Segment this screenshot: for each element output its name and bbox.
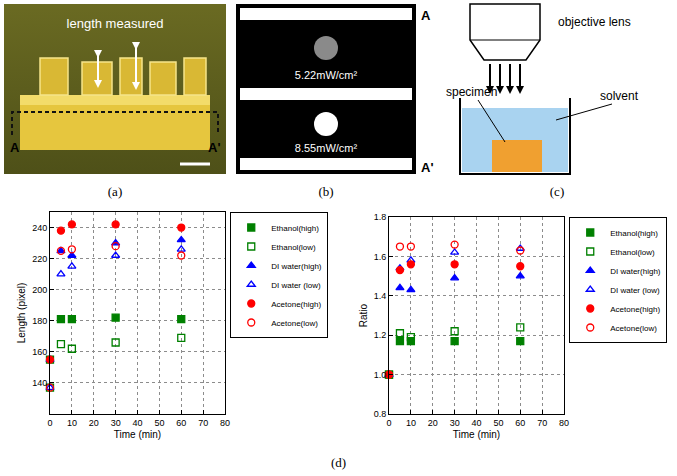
svg-text:1.0: 1.0: [374, 370, 387, 380]
svg-text:A': A': [421, 160, 433, 175]
svg-text:60: 60: [515, 418, 525, 428]
svg-text:A: A: [421, 8, 431, 23]
svg-text:40: 40: [132, 418, 142, 428]
html-text:(d): (d): [330, 455, 347, 470]
svg-text:0: 0: [47, 418, 52, 428]
svg-text:60: 60: [176, 418, 186, 428]
svg-text:1.4: 1.4: [374, 291, 387, 301]
svg-text:A': A': [208, 140, 220, 155]
svg-text:Time (min): Time (min): [453, 429, 500, 440]
svg-text:length measured: length measured: [67, 16, 164, 31]
svg-text:50: 50: [154, 418, 164, 428]
svg-text:Length (pixel): Length (pixel): [16, 283, 27, 344]
svg-text:objective lens: objective lens: [558, 15, 631, 29]
svg-text:Acetone(low): Acetone(low): [271, 319, 318, 328]
svg-text:80: 80: [559, 418, 569, 428]
svg-text:(c): (c): [550, 184, 564, 199]
svg-text:specimen: specimen: [446, 85, 497, 99]
svg-text:DI water(high): DI water(high): [271, 262, 322, 271]
svg-text:Ethanol(high): Ethanol(high): [610, 229, 658, 238]
svg-text:10: 10: [67, 418, 77, 428]
svg-text:solvent: solvent: [600, 89, 639, 103]
svg-text:1.8: 1.8: [374, 212, 387, 222]
svg-text:8.55mW/cm²: 8.55mW/cm²: [295, 142, 358, 154]
svg-text:Time (min): Time (min): [114, 429, 161, 440]
svg-text:180: 180: [32, 316, 47, 326]
svg-text:160: 160: [32, 347, 47, 357]
svg-text:1.6: 1.6: [374, 252, 387, 262]
svg-text:240: 240: [32, 223, 47, 233]
svg-text:20: 20: [89, 418, 99, 428]
svg-text:5.22mW/cm²: 5.22mW/cm²: [295, 69, 358, 81]
svg-text:DI water (low): DI water (low): [271, 281, 321, 290]
svg-text:30: 30: [111, 418, 121, 428]
svg-text:70: 70: [198, 418, 208, 428]
svg-text:Acetone(high): Acetone(high): [610, 305, 660, 314]
svg-text:140: 140: [32, 378, 47, 388]
svg-text:Acetone(low): Acetone(low): [610, 324, 657, 333]
svg-text:(a): (a): [108, 184, 122, 199]
svg-text:Ratio: Ratio: [358, 303, 369, 327]
svg-text:1.2: 1.2: [374, 330, 387, 340]
svg-text:Ethanol(high): Ethanol(high): [271, 224, 319, 233]
svg-text:0.8: 0.8: [374, 409, 387, 419]
svg-text:A: A: [10, 140, 20, 155]
svg-text:200: 200: [32, 285, 47, 295]
svg-text:70: 70: [537, 418, 547, 428]
svg-text:220: 220: [32, 254, 47, 264]
svg-text:Ethanol(low): Ethanol(low): [271, 243, 316, 252]
svg-text:(b): (b): [318, 184, 333, 199]
svg-text:DI water(high): DI water(high): [610, 267, 661, 276]
svg-text:DI water (low): DI water (low): [610, 286, 660, 295]
svg-text:0: 0: [386, 418, 391, 428]
svg-text:80: 80: [220, 418, 230, 428]
svg-text:Acetone(high): Acetone(high): [271, 300, 321, 309]
svg-text:40: 40: [471, 418, 481, 428]
svg-text:Ethanol(low): Ethanol(low): [610, 248, 655, 257]
svg-text:20: 20: [428, 418, 438, 428]
svg-text:30: 30: [450, 418, 460, 428]
svg-text:10: 10: [406, 418, 416, 428]
svg-text:50: 50: [493, 418, 503, 428]
